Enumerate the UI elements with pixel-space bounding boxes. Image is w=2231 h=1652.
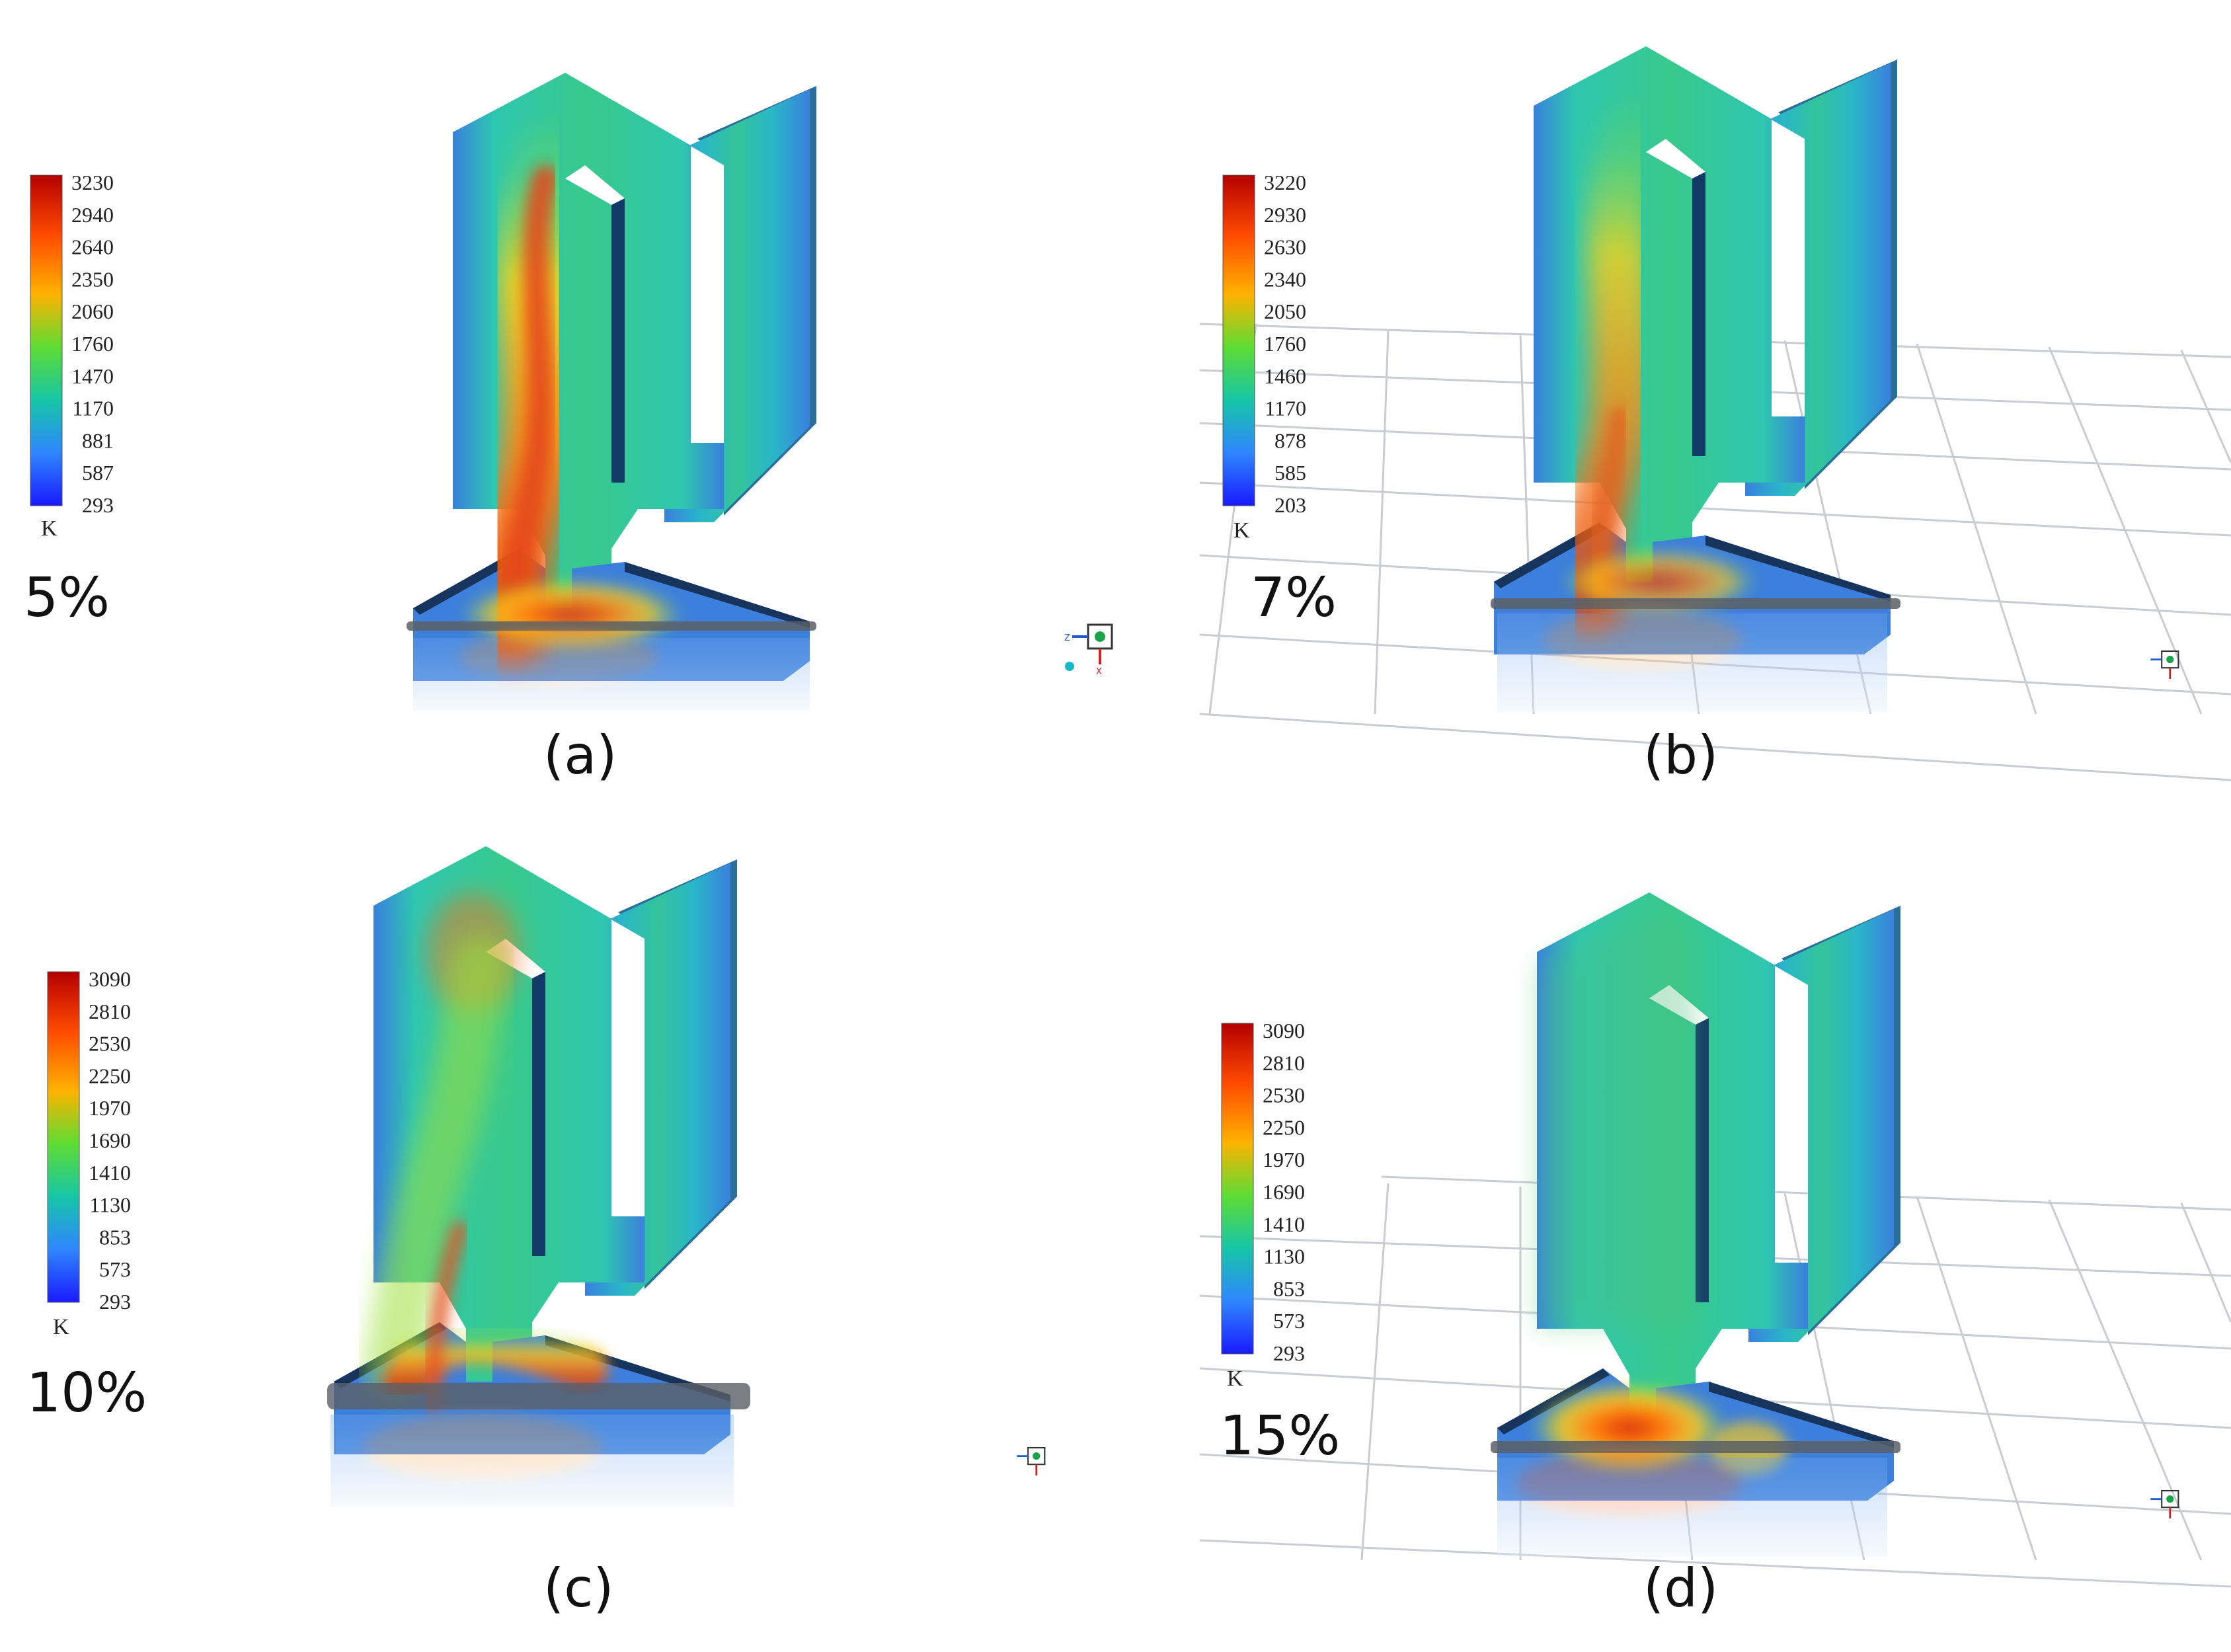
scale-tick-label: 3230 — [71, 171, 114, 194]
scale-tick-label: 2810 — [89, 1000, 131, 1023]
scale-tick-label: 587 — [82, 461, 114, 485]
axis-triad-icon — [2150, 1489, 2179, 1518]
caption-c: (c) — [543, 1557, 613, 1619]
unit-label-c: K — [53, 1315, 69, 1339]
percent-label-a: 5% — [24, 567, 110, 629]
reflection-b — [1497, 610, 1887, 713]
caption-d: (d) — [1643, 1557, 1718, 1619]
scale-tick-label: 853 — [1273, 1277, 1305, 1300]
scale-tick-label: 1170 — [1265, 397, 1306, 420]
scale-tick-label: 2530 — [89, 1032, 131, 1056]
axis-triad-icon — [2150, 650, 2179, 679]
reflection-a — [413, 631, 810, 711]
scale-tick-label: 881 — [82, 428, 114, 452]
triad-x-label: X — [1096, 667, 1102, 677]
caption-a: (a) — [543, 725, 617, 786]
scale-tick-label: 1130 — [1263, 1245, 1305, 1269]
panel-c: 3090 2810 2530 2250 1970 1690 1410 1130 853 573 29… — [26, 846, 1046, 1619]
scale-tick-label: 2060 — [71, 299, 114, 323]
scale-tick-label: 1470 — [71, 364, 114, 388]
scale-tick-label: 1170 — [72, 397, 114, 420]
scale-tick-label: 293 — [1273, 1341, 1305, 1365]
panel-b: 3220 2930 2630 2340 2050 1760 1460 1170 878 585 20… — [1199, 46, 2231, 786]
scale-tick-label: 2930 — [1264, 203, 1306, 227]
color-scale-b: 3220 2930 2630 2340 2050 1760 1460 1170 878 585 20… — [1222, 171, 1306, 543]
axis-triad-icon — [1017, 1446, 1046, 1475]
scale-tick-label: 203 — [1274, 493, 1306, 517]
caption-b: (b) — [1643, 725, 1718, 786]
furnace-model-c — [334, 846, 737, 1454]
scale-tick-label: 293 — [99, 1290, 131, 1314]
scale-tick-label: 1760 — [71, 332, 114, 356]
scale-tick-label: 1410 — [89, 1161, 131, 1185]
unit-label-a: K — [41, 516, 58, 541]
scale-tick-label: 2350 — [71, 267, 114, 291]
color-scale-a: 3230 2940 2640 2350 2060 1760 1470 1170 881 587 29… — [30, 171, 114, 541]
scale-tick-label: 2630 — [1264, 235, 1306, 259]
scale-tick-label: 2810 — [1263, 1051, 1305, 1075]
scale-tick-label: 573 — [1273, 1309, 1305, 1333]
color-bar-a — [30, 175, 63, 506]
scale-tick-label: 1690 — [89, 1128, 131, 1152]
floor-shadow-c — [327, 1383, 750, 1409]
scale-tick-label: 573 — [99, 1257, 131, 1281]
scale-tick-label: 1690 — [1263, 1180, 1305, 1204]
panel-a: 3230 2940 2640 2350 2060 1760 1470 1170 881 587 29… — [24, 73, 1113, 786]
unit-label-b: K — [1233, 518, 1250, 543]
scale-tick-label: 2250 — [1263, 1115, 1305, 1139]
color-bar-b — [1222, 175, 1255, 506]
floor-shadow-b — [1491, 598, 1900, 609]
scale-tick-label: 2050 — [1264, 299, 1306, 323]
scale-tick-label: 3090 — [1263, 1019, 1305, 1042]
reflection-d — [1497, 1451, 1887, 1557]
scale-tick-label: 3220 — [1264, 171, 1306, 194]
percent-label-c: 10% — [26, 1362, 147, 1425]
scale-tick-label: 2530 — [1263, 1083, 1305, 1107]
scale-tick-label: 2340 — [1264, 267, 1306, 291]
scale-tick-label: 1970 — [1263, 1148, 1305, 1171]
floor-shadow-d — [1491, 1441, 1900, 1453]
furnace-model-a — [413, 73, 816, 681]
scale-tick-label: 1130 — [89, 1193, 131, 1217]
floor-shadow-a — [407, 621, 816, 631]
scale-tick-label: 2940 — [71, 203, 114, 227]
color-scale-d: 3090 2810 2530 2250 1970 1690 1410 1130 853 573 29… — [1221, 1019, 1305, 1391]
scale-tick-label: 1410 — [1263, 1212, 1305, 1236]
scale-tick-label: 2640 — [71, 235, 114, 259]
scale-tick-label: 585 — [1274, 461, 1306, 485]
color-bar-d — [1221, 1023, 1254, 1355]
scale-tick-label: 3090 — [89, 967, 131, 991]
unit-label-d: K — [1227, 1366, 1243, 1391]
panel-d: 3090 2810 2530 2250 1970 1690 1410 1130 853 573 29… — [1199, 892, 2231, 1619]
scale-tick-label: 1970 — [89, 1096, 131, 1120]
triad-z-label: Z — [1064, 633, 1070, 643]
scale-tick-label: 853 — [99, 1225, 131, 1249]
scale-tick-label: 878 — [1274, 428, 1306, 452]
scale-tick-label: 2250 — [89, 1064, 131, 1087]
color-bar-c — [47, 971, 80, 1303]
scale-tick-label: 1460 — [1264, 364, 1306, 388]
scale-tick-label: 1760 — [1264, 332, 1306, 356]
axis-triad-icon: Z X — [1064, 623, 1113, 677]
color-scale-c: 3090 2810 2530 2250 1970 1690 1410 1130 853 573 29… — [47, 967, 131, 1339]
furnace-model-d — [1497, 892, 1900, 1501]
scale-tick-label: 293 — [82, 493, 114, 517]
percent-label-d: 15% — [1220, 1405, 1340, 1468]
percent-label-b: 7% — [1251, 567, 1337, 629]
reflection-c — [331, 1415, 734, 1507]
